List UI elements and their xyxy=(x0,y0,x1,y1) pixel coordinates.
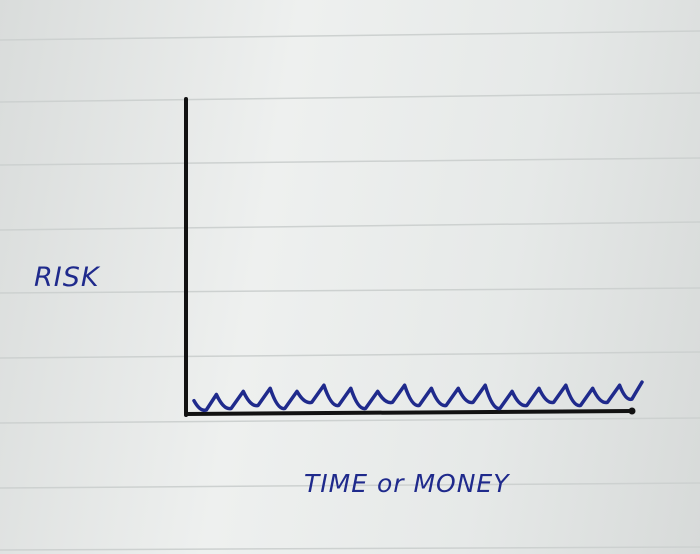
ruled-line xyxy=(0,30,700,41)
x-axis-label: TIME or MONEY xyxy=(304,469,510,498)
ruled-line xyxy=(0,157,700,166)
ruled-line xyxy=(0,287,700,294)
ruled-line xyxy=(0,482,700,489)
ruled-line xyxy=(0,221,700,231)
x-axis-end-dot xyxy=(628,407,636,415)
ruled-line xyxy=(0,417,700,424)
risk-series-line xyxy=(192,380,644,413)
ruled-line xyxy=(0,546,700,551)
x-axis xyxy=(184,409,634,416)
ruled-line xyxy=(0,92,700,103)
ruled-line xyxy=(0,351,700,359)
y-axis-label: RISK xyxy=(34,262,101,293)
